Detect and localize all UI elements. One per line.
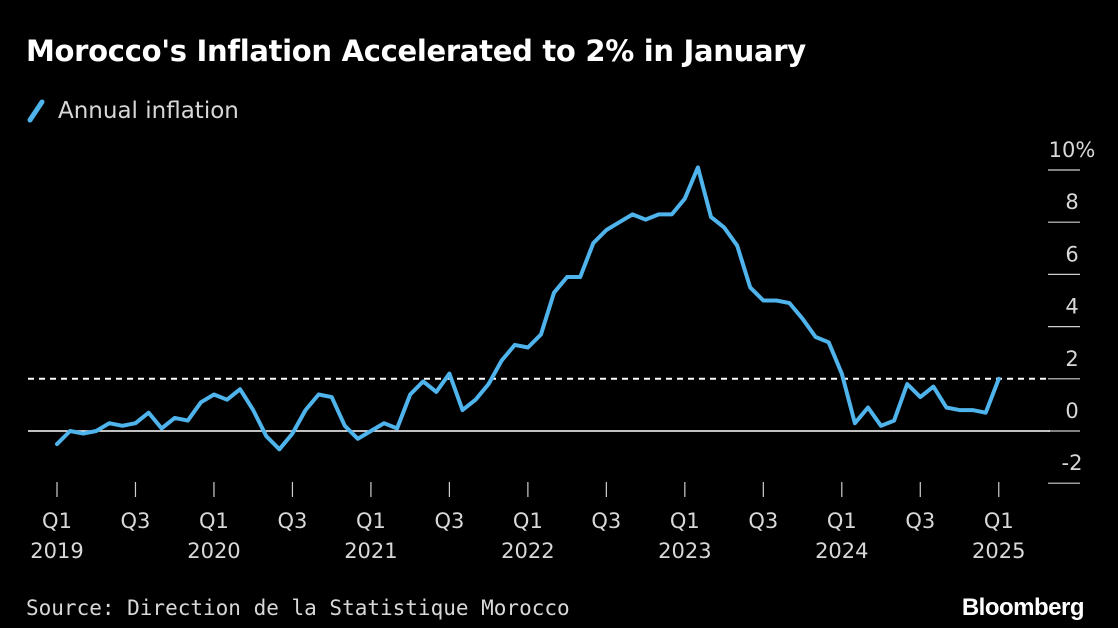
legend: Annual inflation (26, 96, 239, 126)
y-tick-label: 6 (1065, 242, 1078, 266)
reference-lines (28, 377, 1050, 432)
x-tick-label-quarter: Q1 (42, 509, 72, 533)
source-note: Source: Direction de la Statistique Moro… (26, 596, 570, 620)
legend-label-annual-inflation: Annual inflation (58, 98, 239, 124)
y-tick-label: 8 (1065, 190, 1078, 214)
x-axis: Q1 2019 Q3 Q1 2020 Q3 Q1 2021 Q3 Q1 2022 Q3 Q1 2023 Q3… (30, 482, 1025, 563)
x-tick-label-quarter: Q1 (984, 509, 1014, 533)
y-tick-label: 4 (1065, 295, 1078, 319)
brand-logo: Bloomberg (961, 594, 1085, 621)
x-tick-label-year: 2020 (187, 539, 240, 563)
x-tick-label-quarter: Q3 (905, 509, 935, 533)
x-tick-label-quarter: Q3 (277, 509, 307, 533)
x-tick-label-year: 2022 (501, 539, 554, 563)
y-tick-label: -2 (1062, 451, 1083, 475)
x-tick-label-quarter: Q1 (827, 509, 857, 533)
series-line-annual-inflation (55, 165, 1001, 452)
y-tick-label: 10% (1049, 138, 1096, 162)
x-tick-label-quarter: Q3 (748, 509, 778, 533)
x-tick-label-year: 2023 (658, 539, 711, 563)
x-tick-label-year: 2019 (30, 539, 83, 563)
y-axis: 10% 8 6 4 2 0 -2 (1048, 138, 1096, 484)
y-tick-label: 0 (1065, 399, 1078, 423)
x-tick-label-quarter: Q3 (591, 509, 621, 533)
legend-swatch-icon (27, 99, 45, 123)
x-tick-label-year: 2024 (815, 539, 868, 563)
x-tick-label-quarter: Q1 (670, 509, 700, 533)
x-tick-label-quarter: Q3 (434, 509, 464, 533)
x-tick-label-year: 2025 (972, 539, 1025, 563)
chart-title: Morocco's Inflation Accelerated to 2% in… (26, 34, 806, 68)
x-tick-label-quarter: Q1 (513, 509, 543, 533)
x-tick-label-year: 2021 (344, 539, 397, 563)
x-tick-label-quarter: Q1 (356, 509, 386, 533)
x-tick-label-quarter: Q3 (121, 509, 151, 533)
series-layer (55, 165, 1001, 452)
y-tick-label: 2 (1065, 347, 1078, 371)
x-tick-label-quarter: Q1 (199, 509, 229, 533)
